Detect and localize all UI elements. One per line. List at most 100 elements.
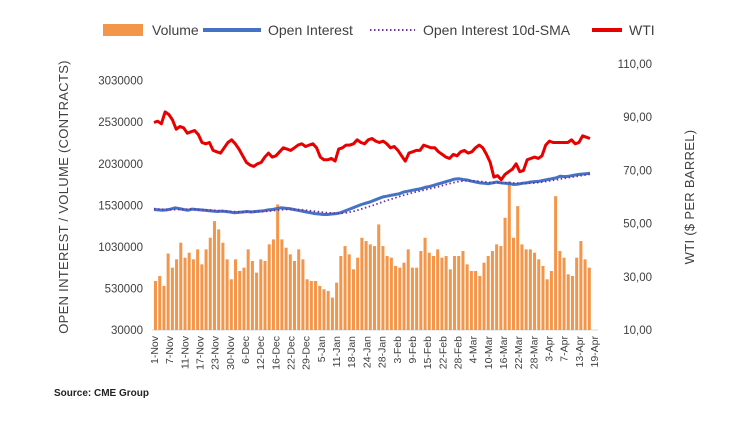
x-tick-label: 16-Dec bbox=[270, 336, 282, 370]
volume-bar bbox=[217, 229, 221, 330]
volume-bar bbox=[389, 257, 393, 330]
x-tick-label: 13-Apr bbox=[574, 335, 586, 367]
volume-bars bbox=[154, 181, 591, 330]
volume-bar bbox=[297, 249, 301, 330]
x-tick-label: 17-Nov bbox=[195, 335, 207, 370]
x-tick-label: 23-Nov bbox=[210, 335, 222, 370]
volume-bar bbox=[204, 249, 208, 330]
volume-bar bbox=[385, 256, 389, 330]
x-tick-label: 28-Jan bbox=[377, 336, 389, 368]
open-interest-sma-line bbox=[153, 173, 591, 215]
volume-bar bbox=[503, 217, 507, 330]
x-tick-label: 29-Dec bbox=[301, 336, 313, 370]
volume-bar bbox=[305, 279, 309, 330]
plot-area bbox=[152, 110, 598, 331]
left-tick-label: 2030000 bbox=[98, 159, 143, 171]
volume-bar bbox=[461, 251, 465, 330]
right-axis-ticks: 110,00 90,00 70,00 50,00 30,00 10,00 bbox=[618, 59, 652, 337]
volume-bar bbox=[175, 259, 179, 330]
x-tick-label: 16-Mar bbox=[498, 336, 510, 370]
volume-bar bbox=[246, 249, 250, 330]
volume-bar bbox=[179, 242, 183, 330]
volume-bar bbox=[537, 259, 541, 330]
volume-bar bbox=[234, 259, 238, 330]
volume-bar bbox=[276, 204, 280, 330]
volume-bar bbox=[554, 196, 558, 330]
right-axis-title: WTI ($ PER BARREL) bbox=[682, 130, 697, 265]
x-tick-label: 5-Jan bbox=[316, 336, 328, 362]
volume-bar bbox=[587, 267, 591, 330]
x-tick-label: 19-Apr bbox=[589, 335, 601, 367]
x-tick-label: 7-Apr bbox=[559, 336, 571, 362]
volume-bar bbox=[255, 272, 259, 330]
volume-bar bbox=[191, 259, 195, 330]
x-tick-label: 10-Mar bbox=[483, 336, 495, 370]
left-tick-label: 2530000 bbox=[98, 117, 143, 129]
volume-bar bbox=[423, 237, 427, 330]
volume-bar bbox=[436, 249, 440, 330]
x-tick-label: 28-Mar bbox=[528, 336, 540, 370]
left-axis-ticks: 3030000 2530000 2030000 1530000 1030000 53000… bbox=[98, 76, 143, 337]
right-tick-label: 90,00 bbox=[623, 112, 652, 124]
volume-bar bbox=[284, 247, 288, 330]
volume-bar bbox=[570, 275, 574, 330]
x-tick-label: 28-Feb bbox=[452, 336, 464, 369]
volume-bar bbox=[221, 242, 225, 330]
x-axis-ticks: 1-Nov 7-Nov 11-Nov 17-Nov 23-Nov 30-Nov 6-Dec 1… bbox=[149, 335, 601, 370]
volume-bar bbox=[154, 280, 158, 330]
volume-bar bbox=[356, 257, 360, 330]
open-interest-line bbox=[153, 171, 591, 216]
x-tick-label: 1-Nov bbox=[149, 335, 161, 364]
x-tick-label: 12-Dec bbox=[255, 336, 267, 370]
volume-bar bbox=[431, 256, 435, 330]
volume-bar bbox=[545, 279, 549, 330]
x-tick-label: 22-Dec bbox=[286, 336, 298, 370]
volume-bar bbox=[583, 259, 587, 330]
left-tick-label: 1530000 bbox=[98, 200, 143, 212]
volume-bar bbox=[301, 259, 305, 330]
volume-bar bbox=[533, 252, 537, 330]
volume-bar bbox=[562, 257, 566, 330]
volume-bar bbox=[309, 280, 313, 330]
volume-bar bbox=[314, 280, 318, 330]
volume-bar bbox=[427, 252, 431, 330]
volume-bar bbox=[465, 264, 469, 330]
x-tick-label: 15-Feb bbox=[422, 336, 434, 369]
volume-bar bbox=[368, 244, 372, 330]
volume-bar bbox=[453, 256, 457, 330]
left-tick-label: 30000 bbox=[111, 325, 143, 337]
volume-bar bbox=[516, 206, 520, 330]
right-tick-label: 110,00 bbox=[618, 59, 652, 71]
volume-bar bbox=[360, 237, 364, 330]
volume-bar bbox=[579, 241, 583, 330]
volume-bar bbox=[271, 239, 275, 330]
volume-bar bbox=[208, 237, 212, 330]
volume-bar bbox=[406, 249, 410, 330]
volume-bar bbox=[263, 261, 267, 330]
right-tick-label: 10,00 bbox=[623, 325, 652, 337]
volume-bar bbox=[381, 246, 385, 330]
volume-bar bbox=[259, 259, 263, 330]
volume-bar bbox=[229, 279, 233, 330]
legend-label-0: Volume bbox=[152, 22, 199, 38]
legend-label-3: WTI bbox=[629, 22, 655, 38]
volume-bar bbox=[242, 267, 246, 330]
volume-bar bbox=[183, 257, 187, 330]
x-tick-label: 24-Jan bbox=[361, 336, 373, 368]
volume-bar bbox=[469, 270, 473, 330]
volume-bar bbox=[158, 275, 162, 330]
x-tick-label: 30-Nov bbox=[225, 335, 237, 370]
x-tick-label: 18-Jan bbox=[346, 336, 358, 368]
left-tick-label: 1030000 bbox=[98, 242, 143, 254]
volume-bar bbox=[507, 181, 511, 330]
volume-bar bbox=[415, 267, 419, 330]
left-tick-label: 530000 bbox=[105, 283, 143, 295]
volume-bar bbox=[482, 262, 486, 330]
volume-bar bbox=[520, 244, 524, 330]
right-tick-label: 70,00 bbox=[623, 165, 652, 177]
volume-bar bbox=[419, 251, 423, 330]
volume-bar bbox=[200, 264, 204, 330]
volume-bar bbox=[351, 269, 355, 330]
x-tick-label: 11-Nov bbox=[179, 335, 191, 369]
